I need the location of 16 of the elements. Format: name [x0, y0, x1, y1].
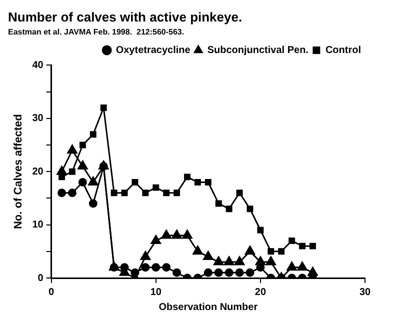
chart-subtitle: Eastman et al. JAVMA Feb. 1998. 212:560-563. — [8, 28, 184, 37]
y-tick-label: 30 — [32, 113, 44, 124]
y-tick-label: 20 — [32, 166, 44, 178]
x-tick-label: 10 — [150, 286, 162, 298]
x-tick-label: 0 — [48, 286, 55, 298]
y-tick-label: 0 — [38, 272, 44, 284]
y-axis-title: No. of Calves affected — [12, 114, 25, 230]
y-tick-label: 10 — [32, 220, 44, 231]
legend-label: Control — [325, 44, 362, 56]
chart-title: Number of calves with active pinkeye. — [8, 9, 242, 24]
x-axis-title: Observation Number — [158, 302, 258, 313]
legend-label: Oxytetracycline — [116, 44, 191, 56]
x-tick-label: 30 — [359, 286, 371, 298]
legend-label: Subconjunctival Pen. — [207, 44, 309, 56]
x-tick-label: 20 — [254, 286, 266, 298]
y-tick-label: 40 — [32, 60, 44, 71]
